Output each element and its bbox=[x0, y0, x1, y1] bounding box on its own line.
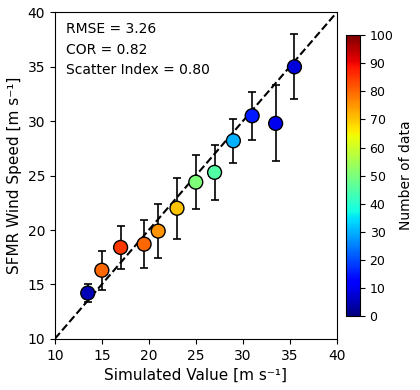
Point bbox=[155, 228, 162, 234]
Point bbox=[249, 113, 255, 119]
Point bbox=[117, 244, 124, 250]
Point bbox=[230, 138, 237, 144]
Y-axis label: SFMR Wind Speed [m s⁻¹]: SFMR Wind Speed [m s⁻¹] bbox=[7, 77, 22, 274]
Point bbox=[84, 290, 91, 296]
Point bbox=[141, 241, 147, 247]
Point bbox=[192, 179, 199, 185]
Point bbox=[272, 120, 279, 126]
Point bbox=[291, 64, 298, 70]
Point bbox=[98, 267, 105, 273]
Point bbox=[211, 169, 218, 176]
X-axis label: Simulated Value [m s⁻¹]: Simulated Value [m s⁻¹] bbox=[104, 368, 287, 383]
Point bbox=[173, 205, 180, 211]
Text: RMSE = 3.26
COR = 0.82
Scatter Index = 0.80: RMSE = 3.26 COR = 0.82 Scatter Index = 0… bbox=[66, 22, 210, 78]
Y-axis label: Number of data: Number of data bbox=[399, 121, 413, 230]
